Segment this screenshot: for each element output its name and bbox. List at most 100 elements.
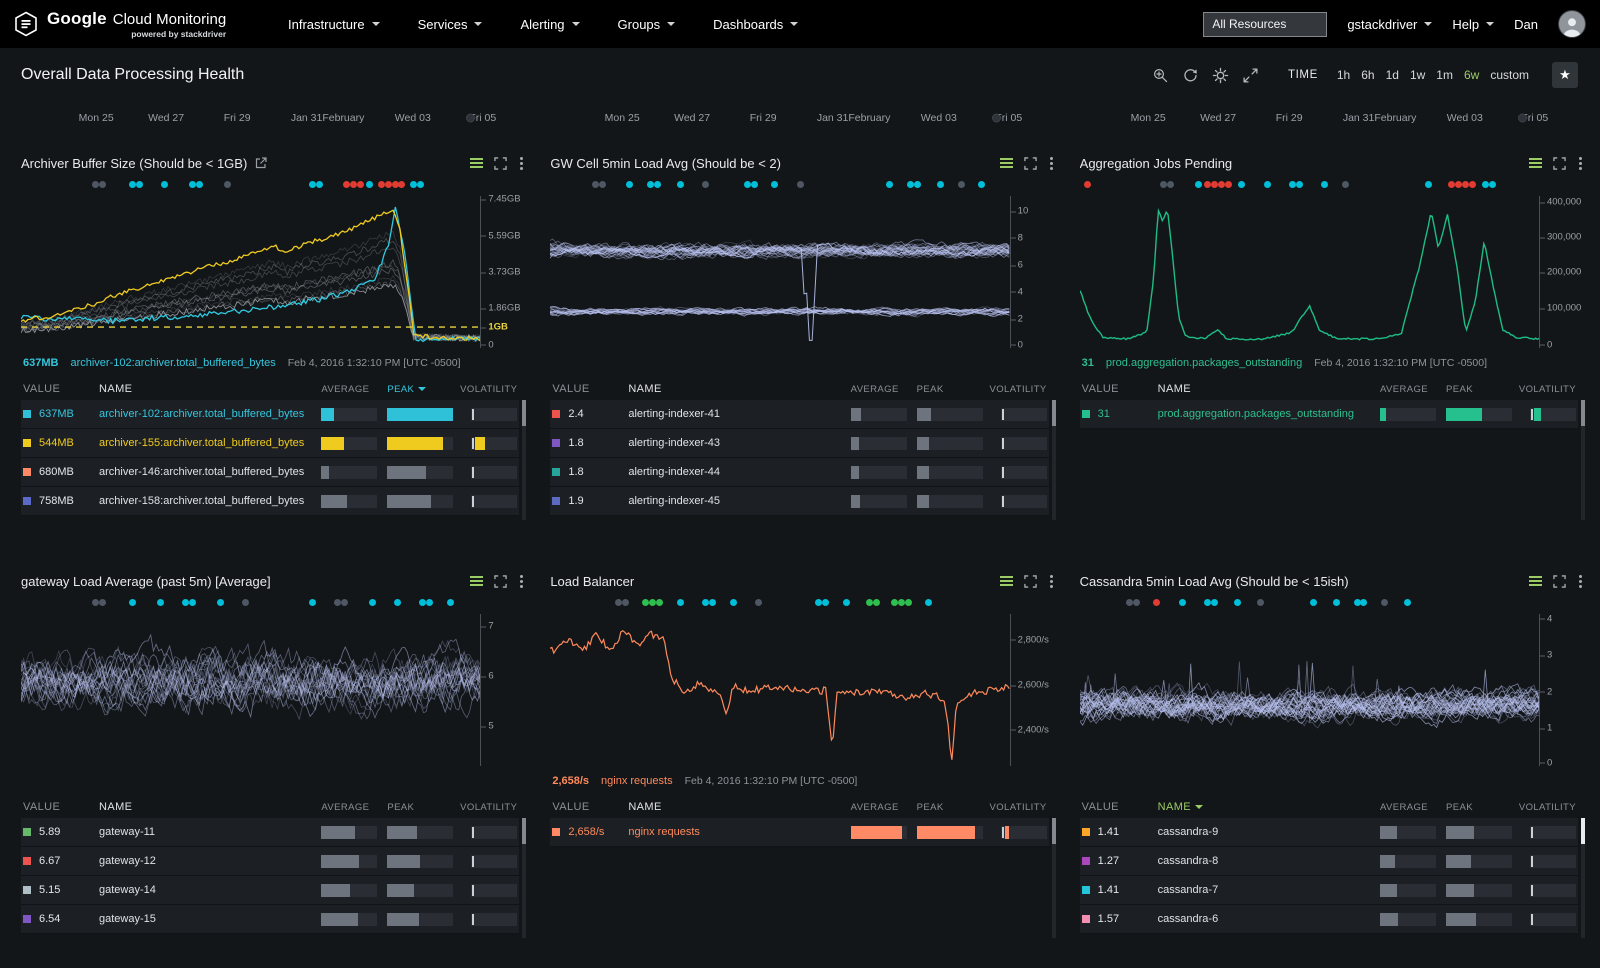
event-marker[interactable] — [189, 599, 197, 606]
resource-filter-dropdown[interactable]: All Resources — [1203, 11, 1328, 37]
nav-menu-services[interactable]: Services — [418, 17, 483, 32]
table-scrollbar[interactable] — [1580, 400, 1585, 520]
event-marker[interactable] — [1482, 181, 1490, 188]
column-header-peak[interactable]: PEAK — [917, 802, 995, 813]
event-marker[interactable] — [223, 181, 231, 188]
event-marker[interactable] — [161, 181, 169, 188]
event-marker[interactable] — [446, 599, 454, 606]
event-marker[interactable] — [1203, 181, 1211, 188]
event-marker[interactable] — [821, 599, 829, 606]
event-marker[interactable] — [1224, 181, 1232, 188]
table-row[interactable]: 1.27 cassandra-8 — [1079, 847, 1578, 876]
column-header-peak[interactable]: PEAK — [387, 802, 465, 813]
event-marker[interactable] — [1178, 599, 1186, 606]
table-row[interactable]: 2,658/s nginx requests — [550, 818, 1049, 847]
account-menu[interactable]: gstackdriver — [1347, 17, 1433, 32]
event-marker[interactable] — [99, 599, 107, 606]
event-marker[interactable] — [391, 181, 399, 188]
event-marker[interactable] — [1381, 599, 1389, 606]
chart-canvas[interactable] — [1080, 196, 1539, 348]
time-range-1m[interactable]: 1m — [1436, 68, 1453, 82]
column-header-volatility[interactable]: VOLATILITY — [460, 384, 517, 395]
event-marker[interactable] — [621, 599, 629, 606]
legend-toggle-icon[interactable] — [999, 576, 1013, 586]
column-header-name[interactable]: NAME — [1158, 801, 1380, 813]
fullscreen-icon[interactable] — [1023, 574, 1037, 588]
legend-toggle-icon[interactable] — [1528, 576, 1542, 586]
column-header-value[interactable]: VALUE — [552, 801, 628, 813]
legend-series-name[interactable]: archiver-102:archiver.total_buffered_byt… — [70, 357, 276, 369]
event-marker[interactable] — [308, 181, 316, 188]
fullscreen-icon[interactable] — [494, 156, 508, 170]
event-marker[interactable] — [1194, 181, 1202, 188]
table-scrollbar[interactable] — [1051, 400, 1056, 520]
time-range-6w[interactable]: 6w — [1463, 68, 1480, 82]
event-marker[interactable] — [1353, 599, 1361, 606]
user-avatar[interactable] — [1558, 10, 1586, 38]
fullscreen-icon[interactable] — [1553, 574, 1566, 588]
table-row[interactable]: 2.4 alerting-indexer-41 — [550, 400, 1049, 429]
event-marker[interactable] — [368, 599, 376, 606]
event-marker[interactable] — [907, 181, 915, 188]
event-marker[interactable] — [649, 599, 657, 606]
event-marker[interactable] — [398, 181, 406, 188]
event-marker[interactable] — [750, 181, 758, 188]
chart-plot[interactable] — [21, 614, 482, 766]
event-marker[interactable] — [1309, 599, 1317, 606]
event-marker[interactable] — [308, 599, 316, 606]
event-marker[interactable] — [340, 599, 348, 606]
chart-plot[interactable] — [21, 196, 482, 348]
chart-canvas[interactable] — [550, 614, 1009, 766]
event-marker[interactable] — [626, 181, 634, 188]
event-marker[interactable] — [796, 181, 804, 188]
column-header-value[interactable]: VALUE — [552, 383, 628, 395]
event-marker[interactable] — [343, 181, 351, 188]
fullscreen-icon[interactable] — [1553, 156, 1566, 170]
table-row[interactable]: 31 prod.aggregation.packages_outstanding — [1079, 400, 1578, 429]
refresh-icon[interactable] — [1182, 67, 1199, 84]
event-marker[interactable] — [92, 181, 100, 188]
external-link-icon[interactable] — [255, 157, 267, 169]
event-marker[interactable] — [1210, 181, 1218, 188]
event-marker[interactable] — [1217, 181, 1225, 188]
zoom-icon[interactable] — [1152, 67, 1169, 84]
event-marker[interactable] — [743, 181, 751, 188]
event-marker[interactable] — [92, 599, 100, 606]
nav-menu-alerting[interactable]: Alerting — [520, 17, 580, 32]
event-marker[interactable] — [189, 181, 197, 188]
event-marker[interactable] — [925, 599, 933, 606]
event-marker[interactable] — [1424, 181, 1432, 188]
event-marker[interactable] — [1454, 181, 1462, 188]
column-header-volatility[interactable]: VOLATILITY — [1519, 802, 1576, 813]
legend-toggle-icon[interactable] — [470, 158, 484, 168]
event-marker[interactable] — [426, 599, 434, 606]
legend-series-name[interactable]: nginx requests — [601, 775, 673, 787]
column-header-volatility[interactable]: VOLATILITY — [1519, 384, 1576, 395]
brand-logo[interactable]: Google Cloud Monitoring powered by stack… — [14, 10, 246, 39]
event-marker[interactable] — [815, 599, 823, 606]
event-marker[interactable] — [904, 599, 912, 606]
event-marker[interactable] — [642, 599, 650, 606]
table-row[interactable]: 1.41 cassandra-7 — [1079, 876, 1578, 905]
column-header-value[interactable]: VALUE — [23, 801, 99, 813]
event-marker[interactable] — [646, 181, 654, 188]
time-range-1h[interactable]: 1h — [1336, 68, 1351, 82]
table-row[interactable]: 5.15 gateway-14 — [21, 876, 520, 905]
legend-toggle-icon[interactable] — [470, 576, 484, 586]
column-header-name[interactable]: NAME — [99, 383, 321, 395]
column-header-peak[interactable]: PEAK — [1446, 802, 1524, 813]
fullscreen-icon[interactable] — [1023, 156, 1037, 170]
column-header-name[interactable]: NAME — [628, 383, 850, 395]
scrollbar-thumb[interactable] — [522, 400, 527, 426]
event-marker[interactable] — [1132, 599, 1140, 606]
event-marker[interactable] — [419, 599, 427, 606]
event-marker[interactable] — [865, 599, 873, 606]
event-marker[interactable] — [241, 599, 249, 606]
legend-toggle-icon[interactable] — [999, 158, 1013, 168]
column-header-peak[interactable]: PEAK — [387, 384, 465, 395]
chart-canvas[interactable] — [1080, 614, 1539, 766]
event-marker[interactable] — [1404, 599, 1412, 606]
column-header-volatility[interactable]: VOLATILITY — [460, 802, 517, 813]
user-name[interactable]: Dan — [1514, 17, 1538, 32]
event-marker[interactable] — [978, 181, 986, 188]
